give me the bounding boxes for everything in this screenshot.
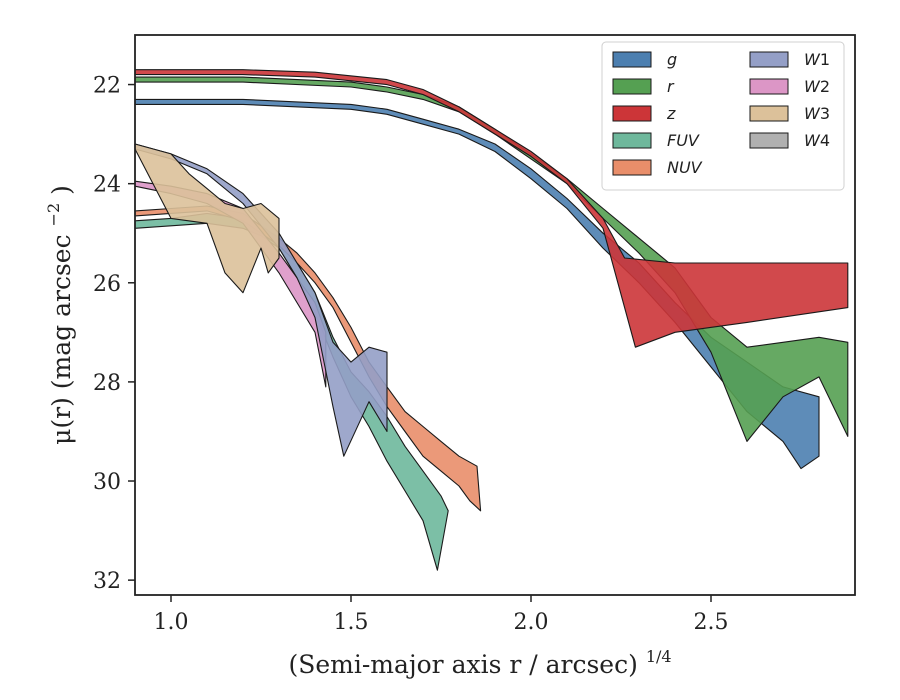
legend-swatch-fuv [612,132,652,149]
legend-label-r: r [667,77,675,96]
legend-label-w4: W4 [804,131,830,150]
y-tick-label: 32 [93,569,121,594]
legend-label-w2: W2 [804,77,830,96]
legend-label-nuv: NUV [667,158,703,177]
y-axis-label: μ(r) (mag arcsec −2 ) [36,185,76,445]
ticks-layer: 1.0 1.5 2.0 2.5 22 24 26 28 30 32 [93,74,729,635]
series-band-nuv [134,205,482,512]
legend-label-w3: W3 [804,104,830,123]
series-band-w3 [134,143,280,294]
legend-swatch-w4 [749,132,789,149]
x-tick-label: 1.0 [154,610,189,635]
y-tick-label: 30 [93,470,121,495]
series-band-z [134,69,849,348]
x-axis-label-exponent: 1/4 [646,647,672,666]
y-tick-label: 28 [93,371,121,396]
x-axis-label-text: (Semi-major axis r / arcsec) [288,650,637,679]
legend-label-z: z [666,104,676,123]
legend-swatch-nuv [612,159,652,176]
series-band-g [134,98,820,470]
series-layer [134,69,849,571]
x-tick-label: 2.0 [514,610,549,635]
y-tick-label: 24 [93,173,121,198]
y-tick-label: 22 [93,74,121,99]
legend-swatch-w2 [749,78,789,95]
legend-label-fuv: FUV [667,131,700,150]
legend-swatch-w3 [749,105,789,122]
x-axis-label: (Semi-major axis r / arcsec) 1/4 [288,647,671,679]
legend-swatch-g [612,51,652,68]
plot-frame [134,34,856,596]
legend-swatch-w1 [749,51,789,68]
legend-swatch-r [612,78,652,95]
legend-swatch-z [612,105,652,122]
legend: grz FUV NUV W1 W2 W3 W4 [601,41,845,191]
x-tick-label: 1.5 [334,610,369,635]
y-axis-label-exponent: −2 [44,203,63,227]
legend-label-g: g [667,50,677,69]
legend-label-w1: W1 [804,50,830,69]
x-tick-label: 2.5 [694,610,729,635]
y-tick-label: 26 [93,272,121,297]
y-axis-label-text: μ(r) (mag arcsec [47,234,76,444]
